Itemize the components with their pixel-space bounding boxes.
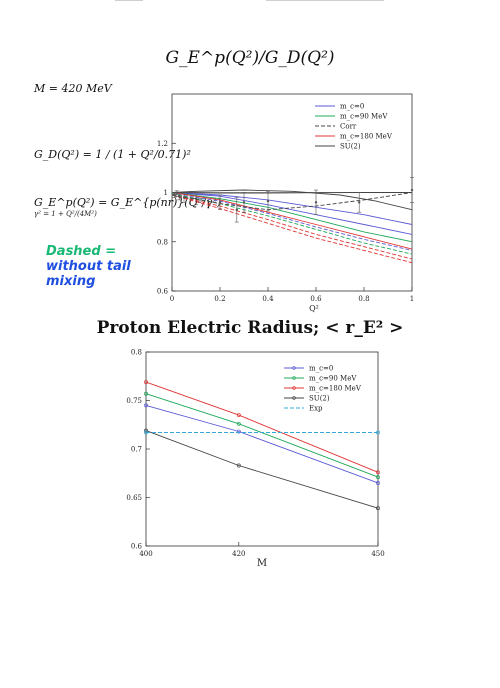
mass-label: M = 420 MeV [34,82,112,95]
legend-label: m_c=90 MeV [340,113,388,121]
x-tick-label: 0.6 [310,295,322,303]
y-tick-label: 0.6 [157,288,169,296]
legend-label: m_c=0 [340,103,364,111]
y-tick-label: 0.8 [131,349,142,357]
y-tick-label: 0.6 [131,543,143,551]
data-point [194,197,198,200]
y-tick-label: 0.7 [131,446,142,454]
x-tick-label: 1 [410,295,414,303]
series-point [236,429,241,434]
series-line [171,192,413,243]
x-tick-label: 400 [139,550,152,558]
data-point [410,188,414,192]
series-line [171,192,413,250]
series-point [376,470,380,475]
series-point [376,430,380,435]
legend-marker [292,396,296,400]
series-point [236,421,241,426]
series-point [376,475,380,480]
page-title: G_E^p(Q²)/G_D(Q²) [165,48,335,68]
y-tick-label: 1 [164,189,168,197]
legend-label: m_c=0 [309,365,333,373]
data-point [235,208,238,211]
x-tick-label: 0.2 [214,295,225,303]
legend-marker [292,366,296,370]
gamma-formula: γ² = 1 + Q²/(4M²) [34,210,97,218]
data-point [314,201,318,204]
note-line-2: without tail [46,259,131,274]
legend-marker [292,376,296,380]
x-axis-label: Q² [309,304,319,313]
legend-label: Exp [309,405,323,413]
ge-formula: G_E^p(Q²) = G_E^{p(nr)}(Q²/γ²) [34,196,221,209]
legend-label: m_c=180 MeV [309,385,362,393]
data-point [175,192,178,195]
series-line [171,194,413,260]
x-tick-label: 0.8 [358,295,369,303]
y-tick-label: 0.75 [126,397,142,405]
x-tick-label: 0 [170,295,174,303]
x-axis-label: M [257,558,267,569]
data-point [242,201,246,204]
series-line [171,192,413,211]
x-tick-label: 420 [232,550,245,558]
data-point [173,193,176,197]
data-point [266,199,270,203]
top-rule-right [266,0,384,1]
x-tick-label: 0.4 [262,295,274,303]
series-point [376,506,380,511]
legend-label: m_c=180 MeV [340,133,393,141]
series-line [145,430,379,509]
series-point [236,463,241,468]
series-line [171,193,413,255]
data-point [178,194,181,198]
series-line [171,192,413,225]
series-line [145,393,379,478]
data-point [358,201,361,204]
y-tick-label: 0.8 [157,238,168,246]
note-line-3: mixing [46,274,96,289]
section-title: Proton Electric Radius; < r_E² > [96,318,404,338]
series-line [171,193,413,251]
legend-label: SU(2) [309,395,330,403]
legend-marker [292,386,296,390]
series-line [171,192,413,235]
series-line [145,404,379,484]
y-tick-label: 1.2 [157,140,168,148]
series-point [144,391,148,396]
dipole-formula: G_D(Q²) = 1 / (1 + Q²/0.71)² [34,148,191,161]
legend-label: m_c=90 MeV [309,375,357,383]
legend-label: Corr [340,123,357,131]
series-point [144,430,148,435]
x-tick-label: 450 [371,550,384,558]
series-line [171,192,412,194]
legend-label: SU(2) [340,143,361,151]
y-tick-label: 0.65 [126,494,142,502]
series-point [376,481,380,485]
data-point [218,201,222,204]
series-line [171,189,413,211]
data-point [182,196,186,199]
top-rule-left [115,0,143,1]
series-point [144,380,148,385]
series-line [145,381,379,473]
note-line-1: Dashed = [46,244,117,259]
series-point [236,413,241,417]
series-point [144,403,148,408]
